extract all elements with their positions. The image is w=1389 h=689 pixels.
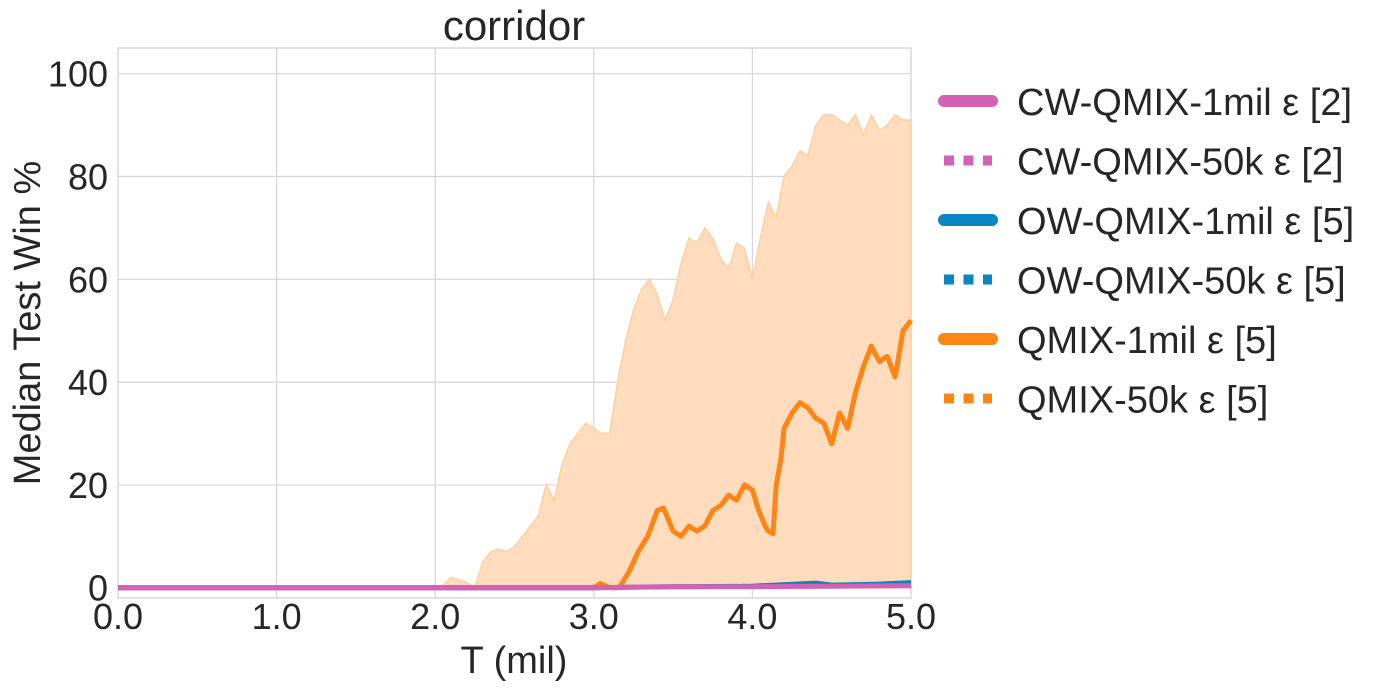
y-tick-labels: 0 20 40 60 80 100 (48, 54, 108, 609)
x-tick-label: 3.0 (569, 596, 619, 637)
y-tick-label: 40 (68, 362, 108, 403)
y-tick-label: 80 (68, 157, 108, 198)
x-tick-label: 5.0 (886, 596, 936, 637)
legend: CW-QMIX-1mil ε [2] CW-QMIX-50k ε [2] OW-QM… (938, 82, 1354, 422)
y-axis-label: Median Test Win % (7, 161, 49, 486)
x-tick-label: 1.0 (252, 596, 302, 637)
x-tick-label: 0.0 (93, 596, 143, 637)
series-lines (118, 318, 913, 591)
x-tick-label: 2.0 (410, 596, 460, 637)
x-tick-label: 4.0 (727, 596, 777, 637)
series-line-4 (118, 318, 913, 591)
legend-label: QMIX-1mil ε [5] (1017, 320, 1277, 362)
y-tick-label: 60 (68, 259, 108, 300)
x-tick-labels: 0.0 1.0 2.0 3.0 4.0 5.0 (93, 596, 936, 637)
legend-label: CW-QMIX-50k ε [2] (1017, 142, 1344, 184)
series-line-1 (118, 583, 912, 590)
chart-title: corridor (443, 2, 585, 49)
legend-label: CW-QMIX-1mil ε [2] (1017, 82, 1352, 124)
y-tick-label: 100 (48, 54, 108, 95)
x-axis-label: T (mil) (461, 640, 568, 682)
y-tick-label: 0 (88, 568, 108, 609)
y-tick-label: 20 (68, 465, 108, 506)
legend-label: OW-QMIX-1mil ε [5] (1017, 201, 1354, 243)
legend-label: QMIX-50k ε [5] (1017, 380, 1268, 422)
legend-label: OW-QMIX-50k ε [5] (1017, 261, 1346, 303)
